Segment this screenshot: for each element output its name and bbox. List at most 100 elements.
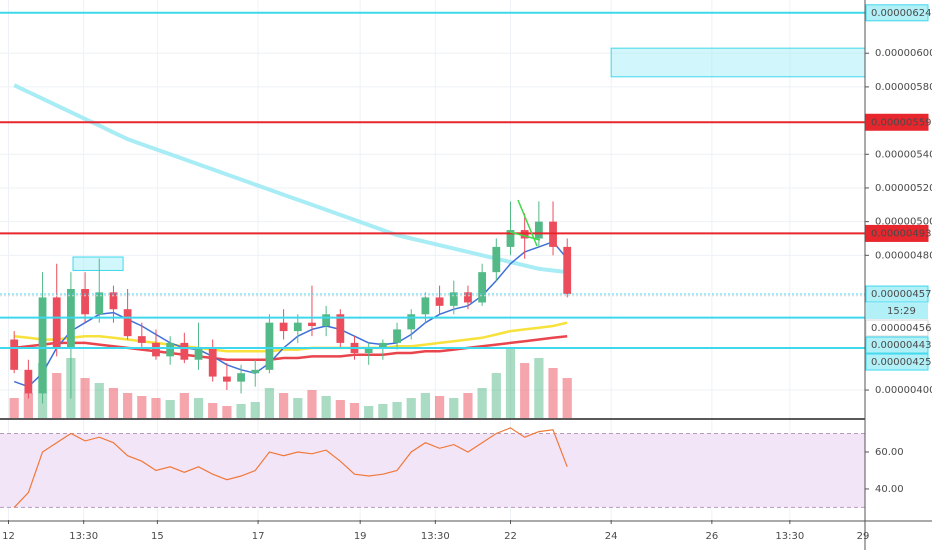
volume-bar: [193, 398, 204, 418]
candle-body: [534, 221, 543, 239]
candle-body: [52, 297, 61, 348]
candle-body: [24, 369, 33, 394]
price-label: 0.00000457: [865, 285, 931, 303]
price-label-bg: [865, 353, 929, 371]
price-label-text: 0.00000456: [871, 323, 931, 334]
candle-body: [109, 292, 118, 310]
price-label: 0.00000456: [865, 319, 931, 337]
y-tick-label: 0.00000600: [875, 48, 932, 59]
candle-body: [449, 292, 458, 306]
candle-body: [293, 322, 302, 332]
volume-bar: [406, 398, 416, 418]
volume-bar: [250, 402, 260, 418]
price-label-text: 0.00000493: [871, 228, 931, 239]
candle-body: [492, 246, 501, 273]
x-tick-label: 15: [151, 531, 164, 542]
candle-body: [222, 376, 231, 382]
candle-body: [421, 297, 430, 315]
price-label-text: 0.00000457: [871, 289, 931, 300]
candle-body: [95, 292, 104, 315]
volume-bar: [491, 373, 501, 418]
drawing-line: [509, 231, 541, 241]
volume-bar: [278, 393, 289, 418]
volume-bar: [208, 403, 218, 418]
volume-bar: [236, 404, 246, 418]
volume-bar: [94, 383, 104, 418]
volume-bar: [264, 388, 275, 418]
volume-bar: [463, 393, 473, 418]
candle-body: [322, 314, 331, 327]
candle-body: [336, 314, 345, 343]
price-label-text: 0.00000443: [871, 340, 931, 351]
axes: 12 13:30 15 17 19 13:30 22 24 26 13:30 29 0.0000040…: [2, 4, 932, 542]
volume-bar: [293, 398, 303, 418]
rsi-tick-label: 40.00: [875, 484, 904, 495]
volume-bar: [222, 406, 232, 418]
volume-bar: [434, 396, 445, 418]
y-tick-label: 0.00000480: [875, 250, 932, 261]
candle-body: [563, 246, 572, 295]
price-label: 0.00000493: [865, 224, 931, 242]
volume-bar: [392, 402, 402, 418]
rsi-band-fill: [0, 433, 865, 508]
candle-body: [123, 309, 132, 337]
price-label: 0.00000559: [865, 113, 931, 131]
price-label-bg: [865, 336, 929, 354]
candle-body: [506, 230, 515, 247]
candle-body: [180, 342, 189, 360]
price-label-bg: [865, 4, 929, 22]
volume-bar: [108, 388, 119, 418]
candle-body: [194, 347, 203, 360]
x-tick-label: 29: [857, 531, 870, 542]
candle-body: [237, 373, 245, 382]
y-tick-label: 0.00000540: [875, 149, 932, 160]
x-tick-label: 13:30: [69, 531, 98, 542]
volume-bar: [165, 400, 175, 418]
candle-body: [308, 322, 316, 327]
price-pane: [0, 11, 866, 418]
volume-bar: [477, 388, 487, 418]
price-label: 0.00000624: [865, 4, 931, 22]
candle-body: [435, 297, 444, 306]
candle-body: [251, 369, 260, 374]
volume-bar: [420, 393, 431, 418]
volume-bar: [80, 378, 90, 418]
volume-bar: [449, 398, 459, 418]
volume-bar: [520, 363, 530, 418]
price-label-bg: [865, 319, 929, 337]
volume-bar: [137, 396, 147, 418]
candle-body: [265, 322, 274, 370]
candle-body: [208, 347, 217, 377]
volume-bar: [123, 393, 133, 418]
volume-bar: [378, 404, 388, 418]
volume-bar: [562, 378, 572, 418]
x-tick-label: 24: [605, 531, 618, 542]
rsi-tick-label: 60.00: [875, 447, 904, 458]
volume-bar: [179, 393, 189, 418]
volume-bar: [364, 406, 374, 418]
y-tick-label: 0.00000400: [875, 385, 932, 396]
volume-bar: [505, 348, 516, 418]
candle-body: [364, 347, 373, 353]
candle-body: [81, 288, 89, 315]
price-label: 0.00000443: [865, 336, 931, 354]
volume-bar: [321, 396, 331, 418]
volume-bar: [151, 398, 161, 418]
candle-body: [137, 336, 146, 343]
price-label-bg: [865, 285, 929, 303]
x-tick-label: 13:30: [775, 531, 804, 542]
rsi-line: [13, 427, 568, 508]
volume-bar: [335, 400, 345, 418]
zone: [610, 47, 866, 78]
countdown-bg: [866, 303, 928, 320]
volume-bar: [534, 358, 544, 418]
volume-bar: [9, 398, 19, 418]
candle-body: [464, 292, 472, 303]
x-tick-label: 12: [2, 531, 15, 542]
candle-body: [407, 314, 416, 330]
candle-body: [38, 297, 47, 394]
candle-body: [378, 342, 387, 348]
price-label: 0.00000425: [865, 353, 931, 371]
x-tick-label: 17: [252, 531, 265, 542]
